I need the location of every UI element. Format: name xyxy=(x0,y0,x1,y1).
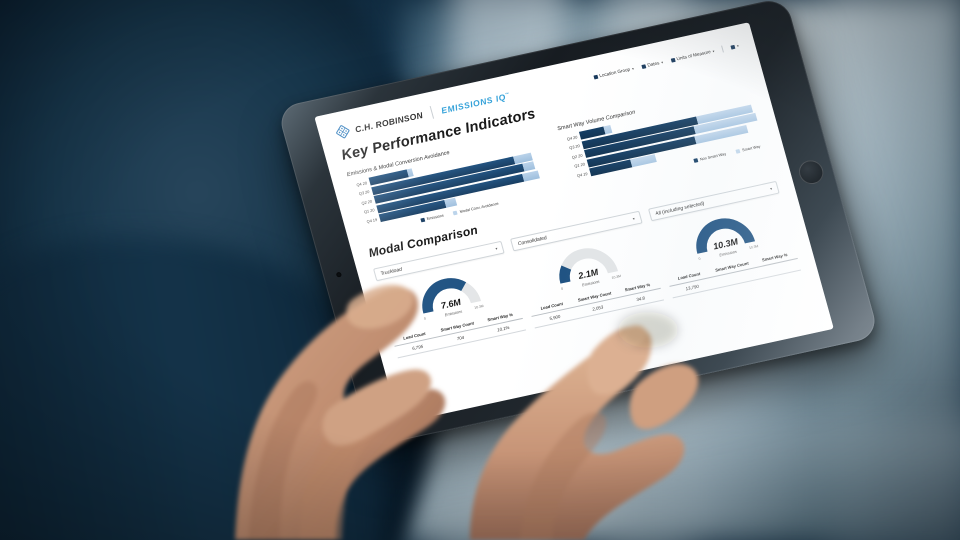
legend-item-smart-way: Smart Way xyxy=(735,144,762,155)
location-group-icon xyxy=(592,74,598,80)
gauge-arc xyxy=(696,218,756,255)
nav-label: Location Group xyxy=(598,66,631,79)
ch-robinson-logo-icon xyxy=(336,125,350,139)
legend-swatch xyxy=(693,158,699,164)
bar-segment-avoidance xyxy=(406,168,414,178)
nav-item-dates[interactable]: Dates ▾ xyxy=(641,60,664,69)
nav-label: Units of Measure xyxy=(675,49,712,62)
user-icon xyxy=(730,44,736,50)
bar-category-label: Q4 19 xyxy=(365,216,378,224)
legend-swatch xyxy=(420,218,426,223)
product-name: EMISSIONS IQ™ xyxy=(439,90,511,116)
calendar-icon xyxy=(641,63,647,69)
legend-item-non-smart-way: Non Smart Way xyxy=(693,152,727,164)
gauge-cell-all: 10.3M Emissions 0 10.3M xyxy=(654,203,792,264)
trademark-symbol: ™ xyxy=(504,90,511,97)
chevron-down-icon: ▾ xyxy=(712,48,715,54)
legend-label: Emissions xyxy=(426,213,445,222)
nav-divider xyxy=(721,45,725,53)
emissions-gauge: 10.3M Emissions 0 10.3M xyxy=(688,211,759,261)
chevron-down-icon: ▾ xyxy=(736,43,740,48)
bar-segment-avoidance xyxy=(522,161,536,172)
emissions-gauge: 2.1M Emissions 0 10.3M xyxy=(551,241,622,291)
app-header: C.H. ROBINSON EMISSIONS IQ™ Location Gro… xyxy=(333,38,740,140)
select-value: All (including selected) xyxy=(654,200,706,218)
legend-swatch xyxy=(453,210,459,216)
legend-swatch xyxy=(735,149,741,155)
chevron-down-icon: ▾ xyxy=(631,66,635,71)
emissions-gauge: 7.6M Emissions 0 10.3M xyxy=(413,271,484,321)
legend-label: Smart Way xyxy=(741,144,762,153)
chevron-down-icon: ▾ xyxy=(632,216,636,222)
chevron-down-icon: ▾ xyxy=(769,186,773,192)
legend-label: Non Smart Way xyxy=(699,152,727,162)
chevron-down-icon: ▾ xyxy=(660,60,664,65)
nav-label: Dates xyxy=(646,60,660,68)
bar-segment-smart-way xyxy=(603,125,613,135)
legend-item-emissions: Emissions xyxy=(420,214,444,223)
ruler-icon xyxy=(670,57,676,63)
bar-category-label: Q4 19 xyxy=(576,170,589,179)
background-floor xyxy=(384,421,960,540)
nav-item-location-group[interactable]: Location Group ▾ xyxy=(592,66,635,80)
select-value: Truckload xyxy=(379,266,403,277)
brand-lockup: C.H. ROBINSON EMISSIONS IQ™ xyxy=(333,88,512,141)
bar-segment-avoidance xyxy=(444,198,458,209)
nav-item-user-menu[interactable]: ▾ xyxy=(730,44,739,50)
gauge-arc xyxy=(559,248,619,285)
select-value: Consolidated xyxy=(517,235,548,248)
gauge-cell-consolidated: 2.1M Emissions 0 10.3M xyxy=(517,233,655,294)
chevron-down-icon: ▾ xyxy=(494,246,499,252)
brand-name: C.H. ROBINSON xyxy=(353,109,424,134)
nav-item-units-of-measure[interactable]: Units of Measure ▾ xyxy=(670,48,715,63)
brand-divider xyxy=(429,105,435,119)
